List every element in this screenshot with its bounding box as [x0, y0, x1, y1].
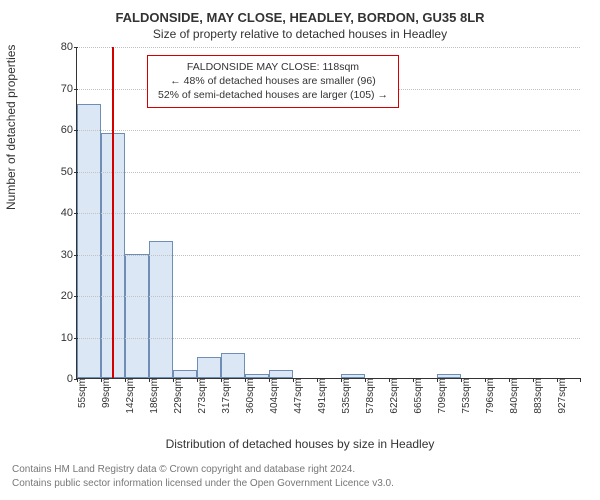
histogram-bar: [197, 357, 221, 378]
x-tick-label: 447sqm: [291, 378, 304, 414]
x-axis-label: Distribution of detached houses by size …: [12, 437, 588, 451]
y-axis-label: Number of detached properties: [4, 45, 18, 210]
y-tick-label: 0: [49, 373, 77, 385]
y-tick-label: 20: [49, 290, 77, 302]
x-tick-label: 360sqm: [243, 378, 256, 414]
x-tick-label: 229sqm: [171, 378, 184, 414]
callout-line: ← 48% of detached houses are smaller (96…: [158, 74, 388, 88]
x-tick-label: 753sqm: [459, 378, 472, 414]
x-tick-label: 142sqm: [123, 378, 136, 414]
y-tick-label: 80: [49, 41, 77, 53]
callout-line: 52% of semi-detached houses are larger (…: [158, 88, 388, 102]
y-tick-label: 30: [49, 249, 77, 261]
x-tick-label: 535sqm: [339, 378, 352, 414]
x-tick-label: 404sqm: [267, 378, 280, 414]
x-tick-label: 578sqm: [363, 378, 376, 414]
x-tick-label: 186sqm: [147, 378, 160, 414]
attribution: Contains HM Land Registry data © Crown c…: [12, 463, 394, 490]
grid-line: [77, 338, 580, 339]
callout-box: FALDONSIDE MAY CLOSE: 118sqm← 48% of det…: [147, 55, 399, 108]
x-tick-label: 883sqm: [531, 378, 544, 414]
grid-line: [77, 255, 580, 256]
x-tick-label: 840sqm: [507, 378, 520, 414]
histogram-bar: [125, 254, 149, 379]
grid-line: [77, 172, 580, 173]
x-tick-label: 317sqm: [219, 378, 232, 414]
y-tick-label: 40: [49, 207, 77, 219]
x-tick-label: 927sqm: [555, 378, 568, 414]
histogram-bar: [149, 241, 173, 378]
x-tick-label: 709sqm: [435, 378, 448, 414]
x-tick-label: 273sqm: [195, 378, 208, 414]
chart-title: FALDONSIDE, MAY CLOSE, HEADLEY, BORDON, …: [12, 10, 588, 25]
x-tick-label: 491sqm: [315, 378, 328, 414]
attribution-line: Contains public sector information licen…: [12, 477, 394, 491]
y-tick-label: 70: [49, 83, 77, 95]
grid-line: [77, 213, 580, 214]
chart-area: 0102030405060708055sqm99sqm142sqm186sqm2…: [50, 47, 580, 379]
x-tick-label: 622sqm: [387, 378, 400, 414]
grid-line: [77, 47, 580, 48]
y-tick-label: 50: [49, 166, 77, 178]
x-tick-label: 99sqm: [99, 378, 112, 408]
callout-line: FALDONSIDE MAY CLOSE: 118sqm: [158, 60, 388, 74]
y-tick-label: 60: [49, 124, 77, 136]
x-tick-mark: [580, 378, 581, 382]
grid-line: [77, 130, 580, 131]
x-tick-label: 665sqm: [411, 378, 424, 414]
x-tick-label: 796sqm: [483, 378, 496, 414]
plot-area: 0102030405060708055sqm99sqm142sqm186sqm2…: [76, 47, 580, 379]
grid-line: [77, 296, 580, 297]
histogram-bar: [221, 353, 245, 378]
chart-subtitle: Size of property relative to detached ho…: [12, 27, 588, 41]
attribution-line: Contains HM Land Registry data © Crown c…: [12, 463, 394, 477]
chart-container: FALDONSIDE, MAY CLOSE, HEADLEY, BORDON, …: [0, 0, 600, 500]
marker-line: [112, 47, 114, 378]
y-tick-label: 10: [49, 332, 77, 344]
histogram-bar: [269, 370, 293, 378]
x-tick-label: 55sqm: [75, 378, 88, 408]
histogram-bar: [173, 370, 197, 378]
